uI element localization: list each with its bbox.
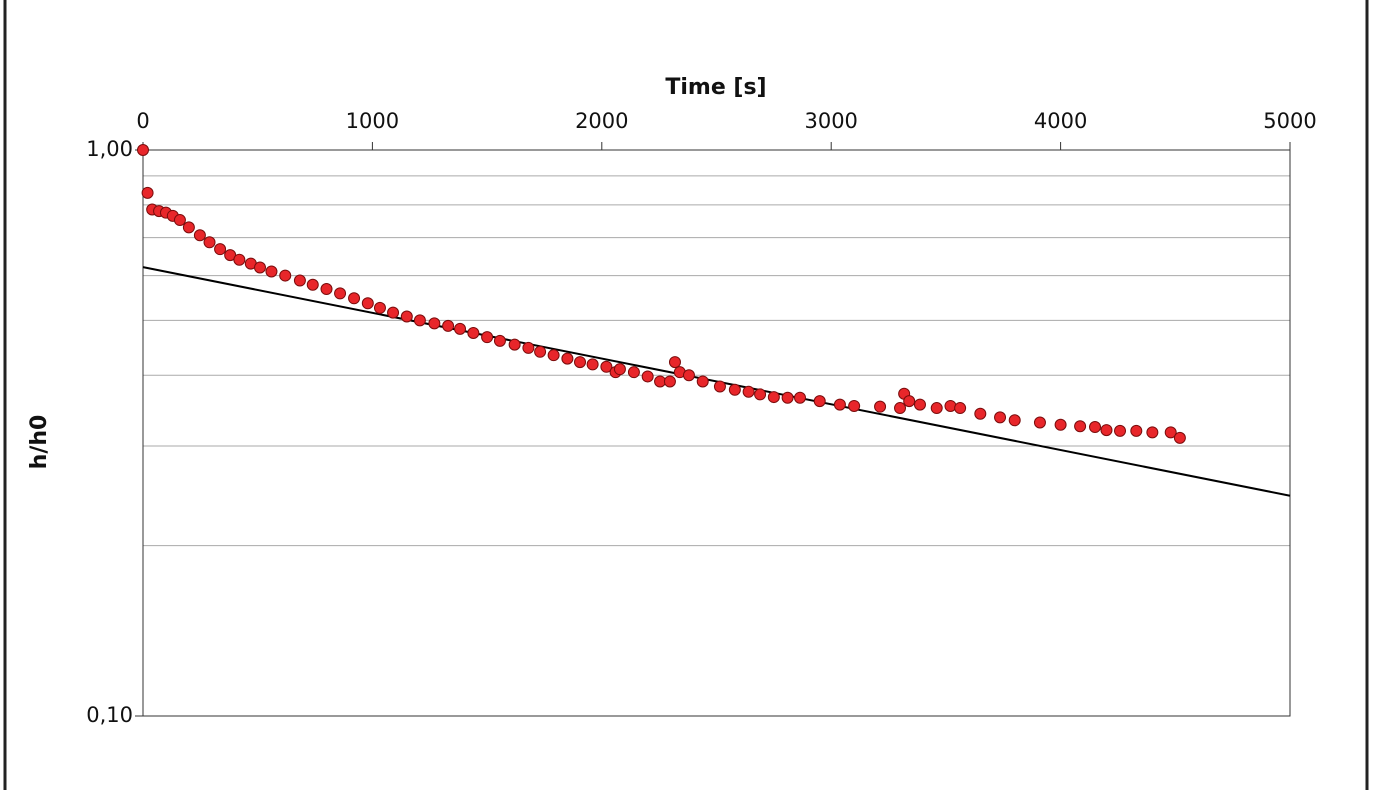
data-point (668, 356, 681, 369)
data-point (373, 301, 386, 314)
data-point (974, 407, 987, 420)
data-point (361, 297, 374, 310)
data-point (1130, 424, 1143, 437)
data-point (428, 317, 441, 330)
data-point (1008, 414, 1021, 427)
x-tick-label: 0 (136, 109, 149, 133)
data-point (141, 186, 154, 199)
data-point (454, 322, 467, 335)
data-point (781, 391, 794, 404)
data-point (547, 349, 560, 362)
data-point (320, 283, 333, 296)
data-point (848, 399, 861, 412)
data-point (874, 400, 887, 413)
data-point (306, 278, 319, 291)
data-point (203, 236, 216, 249)
data-point (1173, 431, 1186, 444)
data-point (1054, 418, 1067, 431)
x-tick-label: 5000 (1263, 109, 1316, 133)
fit-line (142, 266, 1291, 497)
data-point (467, 326, 480, 339)
y-axis-title: h/h0 (27, 415, 52, 470)
data-point (586, 358, 599, 371)
data-point (534, 345, 547, 358)
data-point (627, 366, 640, 379)
data-point (813, 395, 826, 408)
data-point (994, 411, 1007, 424)
data-point (173, 214, 186, 227)
data-point (641, 370, 654, 383)
x-tick-label: 3000 (804, 109, 857, 133)
data-point (613, 363, 626, 376)
data-point (833, 398, 846, 411)
data-point (193, 229, 206, 242)
plot-frame (142, 149, 1291, 717)
data-point (561, 352, 574, 365)
data-point (182, 221, 195, 234)
data-point (400, 310, 413, 323)
data-point (696, 375, 709, 388)
data-point (387, 306, 400, 319)
x-axis-title: Time [s] (665, 75, 766, 100)
data-point (742, 385, 755, 398)
data-point (682, 369, 695, 382)
data-point (1100, 424, 1113, 437)
data-point (1146, 426, 1159, 439)
data-point (413, 314, 426, 327)
data-point (954, 402, 967, 415)
data-point (233, 253, 246, 266)
data-point (137, 144, 149, 156)
data-point (767, 391, 780, 404)
data-point (754, 388, 767, 401)
data-point (265, 265, 278, 278)
data-point (654, 375, 667, 388)
data-point (493, 334, 506, 347)
x-tick-label: 1000 (346, 109, 399, 133)
y-tick-label: 0,10 (86, 703, 133, 727)
data-point (522, 341, 535, 354)
data-point (713, 380, 726, 393)
data-point (442, 319, 455, 332)
data-point (600, 360, 613, 373)
data-point (508, 338, 521, 351)
data-point (214, 243, 227, 256)
data-point (1074, 420, 1087, 433)
data-point (574, 356, 587, 369)
data-point (944, 399, 957, 412)
data-point (663, 375, 676, 388)
data-point (930, 402, 943, 415)
data-point (1164, 426, 1177, 439)
data-point (1114, 424, 1127, 437)
data-point (279, 269, 292, 282)
data-point (334, 287, 347, 300)
data-point (1089, 421, 1102, 434)
data-point (728, 383, 741, 396)
data-point (903, 395, 916, 408)
data-point (253, 261, 266, 274)
data-point (481, 331, 494, 344)
data-point (894, 402, 907, 415)
data-point (794, 391, 807, 404)
x-tick-label: 2000 (575, 109, 628, 133)
x-tick-label: 4000 (1034, 109, 1087, 133)
data-point (913, 398, 926, 411)
data-point (348, 292, 361, 305)
y-tick-label: 1,00 (86, 137, 133, 161)
data-point (1033, 416, 1046, 429)
data-point (293, 274, 306, 287)
